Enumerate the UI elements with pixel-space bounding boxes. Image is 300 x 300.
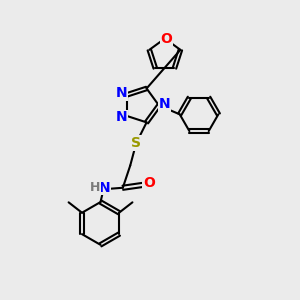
Text: N: N [99,181,111,195]
Text: O: O [160,32,172,46]
Text: N: N [116,86,127,100]
Text: N: N [158,97,170,111]
Text: O: O [143,176,155,190]
Text: H: H [90,181,101,194]
Text: N: N [116,110,127,124]
Text: S: S [131,136,141,150]
